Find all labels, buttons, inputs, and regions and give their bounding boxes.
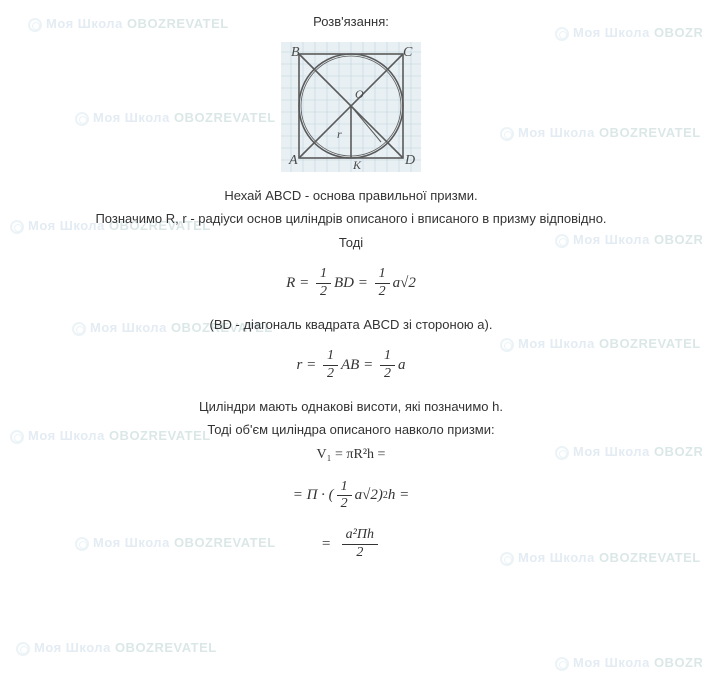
- text-line-4: (BD - діагональ квадрата ABCD зі стороно…: [0, 315, 702, 335]
- svg-text:A: A: [288, 153, 298, 168]
- text-line-6: Тоді об'єм циліндра описаного навколо пр…: [0, 420, 702, 440]
- text-line-3: Тоді: [0, 233, 702, 253]
- svg-text:D: D: [404, 153, 415, 168]
- formula-r: r = 12 AB = 12 a: [0, 348, 702, 383]
- text-line-1: Нехай ABCD - основа правильної призми.: [0, 186, 702, 206]
- formula-result: = a²Πh2: [0, 527, 702, 562]
- formula-expand: = Π · ( 12 a√2)2h =: [0, 479, 702, 514]
- geometry-diagram: A B C D O K r: [281, 42, 421, 172]
- formula-R: R = 12 BD = 12 a√2: [0, 266, 702, 301]
- svg-text:r: r: [337, 127, 342, 141]
- watermark: Моя Школа OBOZREVATEL: [16, 640, 217, 656]
- solution-content: Розв'язання:: [0, 0, 702, 562]
- text-line-5: Циліндри мають однакові висоти, які позн…: [0, 397, 702, 417]
- text-line-2: Позначимо R, r - радіуси основ циліндрів…: [0, 209, 702, 229]
- svg-text:B: B: [291, 45, 300, 60]
- formula-V1: V₁ = πR²h =: [0, 444, 702, 465]
- svg-text:O: O: [355, 87, 364, 101]
- svg-text:K: K: [352, 158, 362, 172]
- svg-text:C: C: [403, 45, 413, 60]
- header-label: Розв'язання:: [0, 12, 702, 32]
- watermark: Моя Школа OBOZREVATEL: [555, 655, 702, 671]
